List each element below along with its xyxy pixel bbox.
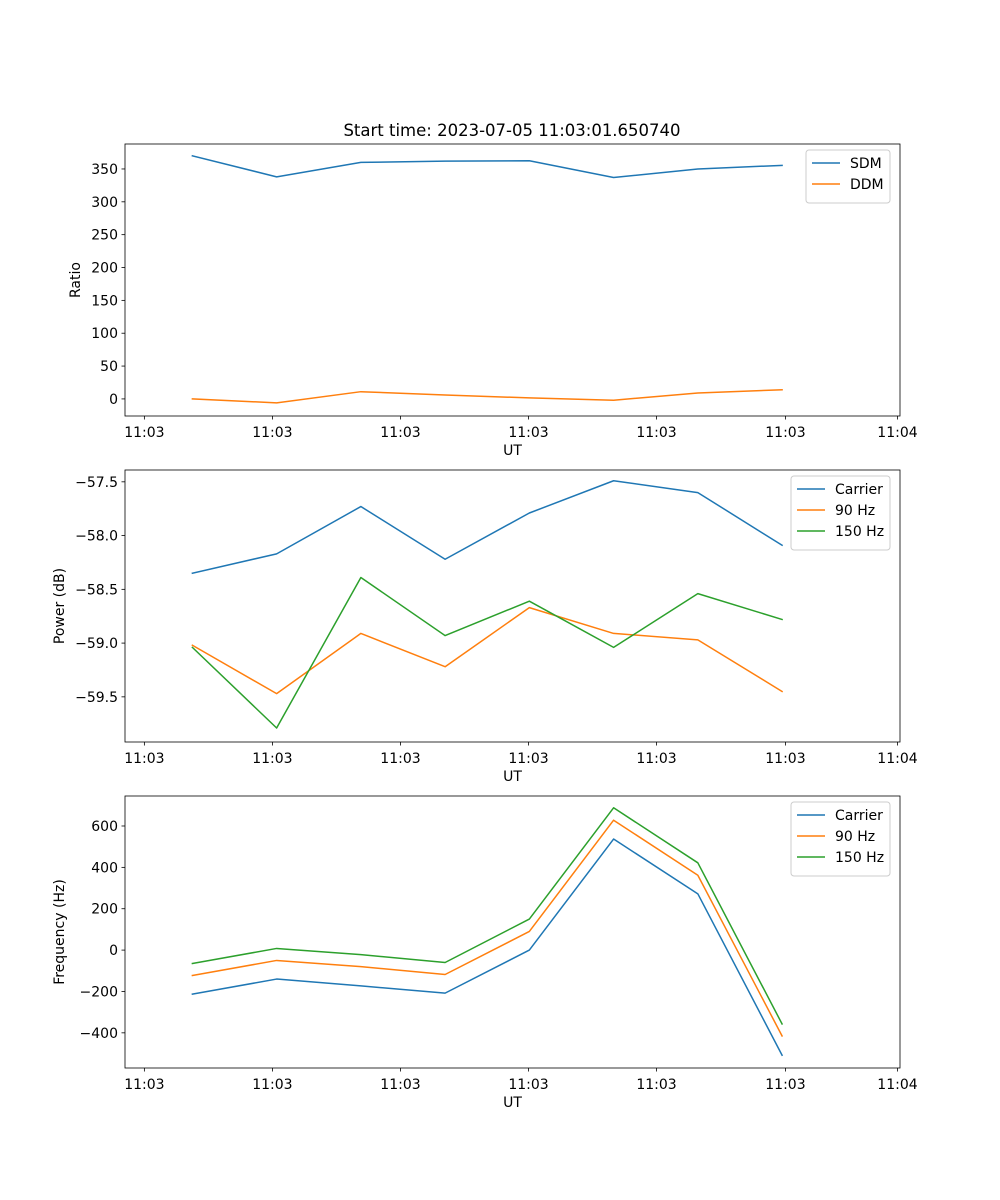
y-tick-label: −59.0 (75, 636, 118, 652)
x-tick-label: 11:03 (508, 751, 548, 767)
x-tick-label: 11:04 (877, 425, 917, 441)
legend-label: 150 Hz (835, 850, 884, 866)
series-line-150-hz (191, 807, 784, 1025)
y-tick-label: 400 (91, 860, 118, 876)
y-axis-label: Ratio (68, 262, 84, 298)
chart-title: Start time: 2023-07-05 11:03:01.650740 (343, 121, 680, 140)
x-tick-label: 11:03 (252, 425, 292, 441)
subplot-1: 11:03 11:03 11:03 11:03 11:03 11:03 11:04 0 50 10… (68, 143, 918, 459)
x-tick-label: 11:03 (380, 751, 420, 767)
axes-frame (124, 469, 901, 743)
legend-label: Carrier (835, 808, 883, 824)
series-line-90-hz (191, 606, 784, 695)
subplot-3: 11:03 11:03 11:03 11:03 11:03 11:03 11:04 −400 −… (52, 795, 918, 1111)
x-tick-label: 11:04 (877, 751, 917, 767)
x-tick-label: 11:03 (636, 751, 676, 767)
y-tick-label: 200 (91, 902, 118, 918)
y-tick-label: 100 (91, 326, 118, 342)
x-tick-label: 11:03 (380, 1077, 420, 1093)
x-axis-label: UT (503, 1095, 522, 1111)
axes-frame (124, 795, 901, 1069)
legend-label: 90 Hz (835, 503, 875, 519)
x-axis-label: UT (503, 443, 522, 459)
legend-label: SDM (850, 156, 882, 172)
x-tick-label: 11:03 (124, 1077, 164, 1093)
y-tick-label: 300 (91, 195, 118, 211)
y-axis-label: Frequency (Hz) (52, 879, 68, 985)
y-tick-label: −58.0 (75, 529, 118, 545)
y-tick-label: −200 (80, 984, 118, 1000)
y-tick-label: 0 (109, 943, 118, 959)
y-tick-label: −57.5 (75, 475, 118, 491)
legend: Carrier 90 Hz 150 Hz (790, 475, 891, 551)
y-tick-label: −58.5 (75, 582, 118, 598)
x-tick-label: 11:03 (508, 1077, 548, 1093)
legend-label: Carrier (835, 482, 883, 498)
x-tick-label: 11:03 (765, 425, 805, 441)
subplot-2: 11:03 11:03 11:03 11:03 11:03 11:03 11:04 −59.5… (52, 469, 918, 785)
y-tick-label: 600 (91, 819, 118, 835)
y-tick-label: 250 (91, 228, 118, 244)
legend: SDM DDM (805, 149, 891, 204)
x-tick-label: 11:03 (765, 1077, 805, 1093)
y-tick-label: 150 (91, 293, 118, 309)
x-tick-label: 11:03 (765, 751, 805, 767)
x-tick-label: 11:03 (124, 751, 164, 767)
legend-label: DDM (850, 177, 884, 193)
x-axis-label: UT (503, 769, 522, 785)
y-tick-label: 50 (100, 359, 118, 375)
x-tick-label: 11:03 (252, 1077, 292, 1093)
x-tick-label: 11:03 (636, 1077, 676, 1093)
series-line-carrier (191, 838, 784, 1057)
x-tick-label: 11:04 (877, 1077, 917, 1093)
y-axis-label: Power (dB) (52, 568, 68, 644)
x-tick-label: 11:03 (124, 425, 164, 441)
x-tick-label: 11:03 (508, 425, 548, 441)
legend-label: 150 Hz (835, 524, 884, 540)
y-tick-label: 200 (91, 261, 118, 277)
series-line-150-hz (191, 576, 784, 729)
x-tick-label: 11:03 (252, 751, 292, 767)
axes-frame (124, 143, 901, 417)
series-line-ddm (191, 388, 783, 404)
series-line-carrier (191, 480, 784, 575)
y-tick-label: −400 (80, 1026, 118, 1042)
y-tick-label: 350 (91, 162, 118, 178)
y-tick-label: −59.5 (75, 690, 118, 706)
series-line-90-hz (191, 819, 784, 1037)
series-line-sdm (191, 154, 783, 179)
x-tick-label: 11:03 (636, 425, 676, 441)
y-tick-label: 0 (109, 392, 118, 408)
legend-label: 90 Hz (835, 829, 875, 845)
x-tick-label: 11:03 (380, 425, 420, 441)
subplots: 11:03 11:03 11:03 11:03 11:03 11:03 11:04 0 50 10… (52, 143, 918, 1111)
legend: Carrier 90 Hz 150 Hz (790, 801, 891, 877)
